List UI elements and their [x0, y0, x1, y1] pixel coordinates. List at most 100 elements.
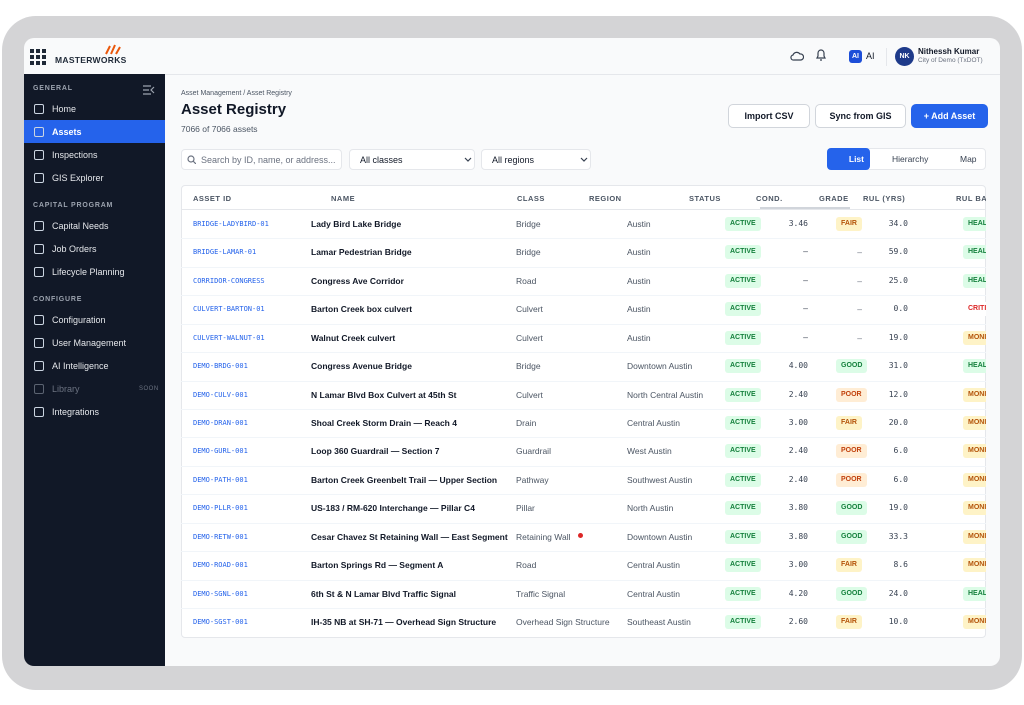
column-header[interactable]: COND.	[756, 194, 783, 203]
rul-band-badge: HEAL	[963, 586, 986, 601]
sync-button[interactable]: Sync from GIS	[815, 104, 906, 128]
row-border	[181, 295, 986, 297]
asset-id[interactable]: DEMO-RETW-001	[193, 532, 248, 541]
rul: 33.3	[888, 531, 908, 541]
column-header[interactable]: GRADE	[819, 194, 849, 203]
status-badge: ACTIVE	[725, 273, 761, 288]
nav-item[interactable]: Lifecycle Planning	[52, 267, 125, 277]
nav-icon	[34, 384, 44, 394]
asset-id[interactable]: DEMO-CULV-001	[193, 390, 248, 399]
nav-item[interactable]: AI Intelligence	[52, 361, 109, 371]
rul: 0.0	[893, 304, 908, 314]
asset-name: Lamar Pedestrian Bridge	[311, 247, 412, 258]
column-header[interactable]: RUL BA	[956, 194, 986, 203]
asset-class: Pillar	[516, 503, 535, 514]
asset-name: Cesar Chavez St Retaining Wall — East Se…	[311, 531, 508, 542]
status-badge: ACTIVE	[725, 359, 761, 374]
asset-id[interactable]: DEMO-ROAD-001	[193, 561, 248, 570]
column-header[interactable]: REGION	[589, 194, 622, 203]
asset-id[interactable]: CORRIDOR-CONGRESS	[193, 276, 265, 285]
asset-class: Bridge	[516, 219, 541, 229]
nav-item[interactable]: Integrations	[52, 407, 100, 417]
asset-class: Retaining Wall	[516, 531, 571, 542]
crumb-sep: /	[243, 90, 246, 97]
add-button[interactable]: + Add Asset	[911, 104, 988, 128]
condition: 2.40	[788, 389, 808, 399]
crumb[interactable]: Asset Management	[181, 90, 242, 97]
asset-id[interactable]: DEMO-GURL-001	[193, 447, 248, 456]
asset-name: Lady Bird Lake Bridge	[311, 219, 402, 229]
topbar-border	[24, 74, 1000, 75]
apps-icon[interactable]	[30, 49, 46, 65]
asset-id[interactable]: BRIDGE-LAMAR-01	[193, 248, 257, 257]
table-body: ASSET ID NAME CLASS REGION STATUS COND. GRADE R…	[181, 185, 986, 638]
hierarchy-view[interactable]: Hierarchy	[892, 154, 929, 164]
rul-band-badge: MONI	[963, 444, 986, 459]
nav-item[interactable]: Capital Needs	[52, 221, 109, 231]
list-view[interactable]: List	[827, 148, 870, 170]
rul: 8.6	[893, 560, 908, 570]
asset-name: Loop 360 Guardrail — Section 7	[311, 446, 440, 457]
nav-item[interactable]: Assets	[52, 127, 82, 137]
class-select[interactable]: All classes	[349, 149, 475, 170]
rul-band-badge: HEAL	[963, 217, 986, 231]
nav-item[interactable]: Home	[52, 104, 77, 114]
rul-band-badge: MONI	[963, 387, 986, 402]
asset-class: Traffic Signal	[516, 588, 566, 599]
asset-id[interactable]: DEMO-BRDG-001	[193, 362, 248, 371]
asset-id[interactable]: BRIDGE-LADYBIRD-01	[193, 220, 269, 228]
row-border	[181, 437, 986, 439]
column-header[interactable]: ASSET ID	[193, 194, 232, 203]
rul: 6.0	[893, 474, 908, 484]
asset-id[interactable]: CULVERT-WALNUT-01	[193, 333, 265, 342]
asset-region: Downtown Austin	[627, 361, 693, 372]
import-button[interactable]: Import CSV	[728, 104, 810, 128]
nav-item[interactable]: Configuration	[52, 315, 106, 325]
asset-id[interactable]: CULVERT-BARTON-01	[193, 305, 265, 314]
status-badge: ACTIVE	[725, 615, 761, 630]
rul: 31.0	[888, 361, 908, 371]
grade-badge: –	[857, 332, 862, 343]
asset-class: Pathway	[516, 474, 549, 485]
asset-name: IH-35 NB at SH-71 — Overhead Sign Struct…	[311, 617, 497, 628]
avatar[interactable]: NK	[895, 47, 914, 66]
nav-item[interactable]: GIS Explorer	[52, 173, 104, 183]
asset-region: Austin	[627, 219, 651, 229]
rul: 6.0	[893, 446, 908, 456]
grade-badge: –	[857, 275, 862, 286]
nav-item[interactable]: Job Orders	[52, 244, 97, 254]
nav-item[interactable]: User Management	[52, 338, 127, 348]
cloud-icon[interactable]	[790, 50, 804, 62]
collapse-icon[interactable]	[143, 85, 155, 95]
row-border	[181, 409, 986, 410]
ai-badge[interactable]: AI	[849, 50, 862, 63]
rul-band-badge: MONI	[963, 330, 986, 345]
logo-mark	[105, 44, 121, 55]
chevron	[580, 157, 588, 162]
column-header[interactable]: NAME	[331, 194, 356, 203]
rul-band-badge: MONI	[963, 501, 986, 516]
nav-icon	[34, 338, 44, 348]
bell-icon[interactable]	[815, 48, 827, 62]
status-badge: ACTIVE	[725, 529, 761, 544]
condition: –	[803, 275, 808, 285]
column-header[interactable]: RUL (YRS)	[863, 194, 906, 203]
ai-label[interactable]: AI	[866, 51, 875, 61]
row-border	[181, 522, 986, 524]
row-border	[181, 608, 986, 610]
status-badge: ACTIVE	[725, 586, 761, 601]
column-header[interactable]: CLASS	[517, 194, 545, 203]
asset-id[interactable]: DEMO-DRAN-001	[193, 419, 248, 427]
rul-band-badge: HEAL	[963, 359, 986, 374]
column-header[interactable]: STATUS	[689, 194, 721, 203]
asset-id[interactable]: DEMO-PATH-001	[193, 475, 248, 484]
status-badge: ACTIVE	[725, 444, 761, 459]
asset-id[interactable]: DEMO-SGST-001	[193, 618, 248, 627]
status-badge: ACTIVE	[725, 245, 761, 260]
asset-id[interactable]: DEMO-PLLR-001	[193, 504, 248, 513]
map-view[interactable]: Map	[960, 154, 977, 164]
asset-id[interactable]: DEMO-SGNL-001	[193, 589, 248, 598]
region-select[interactable]: All regions	[481, 149, 591, 170]
nav-item[interactable]: Inspections	[52, 150, 98, 160]
search-input[interactable]: Search by ID, name, or address...	[181, 149, 342, 170]
